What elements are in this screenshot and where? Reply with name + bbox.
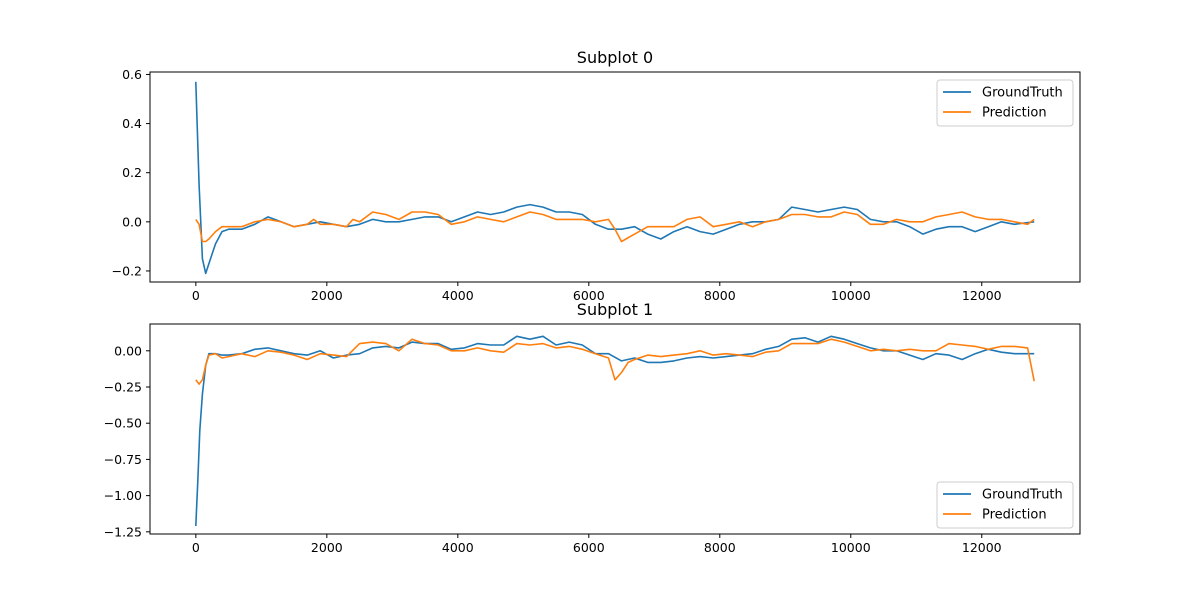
x-tick-label: 0 xyxy=(192,288,200,303)
x-tick-label: 10000 xyxy=(831,288,871,303)
legend-label: GroundTruth xyxy=(982,488,1063,503)
y-tick-label: 0.2 xyxy=(122,165,142,180)
y-tick-label: 0.4 xyxy=(122,116,142,131)
subplot-1: Subplot 1 0 2000 4000 6000 8000 10000 12000 −1.… xyxy=(104,300,1081,555)
y-tick-label: 0.0 xyxy=(122,214,142,229)
series-line-groundtruth xyxy=(195,335,1035,527)
y-tick-label: 0.6 xyxy=(122,67,142,82)
x-tick-label: 4000 xyxy=(442,288,474,303)
x-tick-label: 2000 xyxy=(311,288,343,303)
subplot-0: Subplot 0 0 2000 4000 6000 8000 10000 12000 −0.… xyxy=(112,48,1081,303)
legend-label: Prediction xyxy=(982,106,1047,121)
x-tick-label: 4000 xyxy=(442,540,474,555)
subplot-1-ticks: 0 2000 4000 6000 8000 10000 12000 −1.25 −1.00 −0.… xyxy=(104,343,1002,555)
x-tick-label: 8000 xyxy=(704,540,736,555)
y-tick-label: −0.25 xyxy=(104,380,142,395)
x-tick-label: 12000 xyxy=(962,288,1002,303)
series-line-prediction xyxy=(195,338,1035,385)
subplot-1-frame xyxy=(149,323,1081,535)
x-tick-label: 10000 xyxy=(831,540,871,555)
y-tick-label: −1.00 xyxy=(104,488,142,503)
subplot-1-lines xyxy=(195,335,1035,527)
y-tick-label: 0.00 xyxy=(114,343,142,358)
legend-label: Prediction xyxy=(982,508,1047,523)
subplot-0-lines xyxy=(195,81,1035,275)
x-tick-label: 2000 xyxy=(311,540,343,555)
subplot-0-legend: GroundTruth Prediction xyxy=(936,79,1074,127)
subplot-1-title: Subplot 1 xyxy=(577,300,653,319)
subplot-0-frame xyxy=(149,71,1081,283)
x-tick-label: 0 xyxy=(192,540,200,555)
y-tick-label: −0.50 xyxy=(104,416,142,431)
y-tick-label: −0.2 xyxy=(112,263,142,278)
x-tick-label: 6000 xyxy=(573,288,605,303)
series-line-prediction xyxy=(195,211,1035,243)
legend-label: GroundTruth xyxy=(982,86,1063,101)
series-line-groundtruth xyxy=(195,81,1035,275)
subplot-0-ticks: 0 2000 4000 6000 8000 10000 12000 −0.2 0.0 0.2 0.4… xyxy=(112,67,1002,303)
x-tick-label: 8000 xyxy=(704,288,736,303)
x-tick-label: 12000 xyxy=(962,540,1002,555)
y-tick-label: −0.75 xyxy=(104,452,142,467)
subplot-1-legend: GroundTruth Prediction xyxy=(936,481,1074,529)
x-tick-label: 6000 xyxy=(573,540,605,555)
y-tick-label: −1.25 xyxy=(104,524,142,539)
subplot-0-title: Subplot 0 xyxy=(577,48,653,67)
